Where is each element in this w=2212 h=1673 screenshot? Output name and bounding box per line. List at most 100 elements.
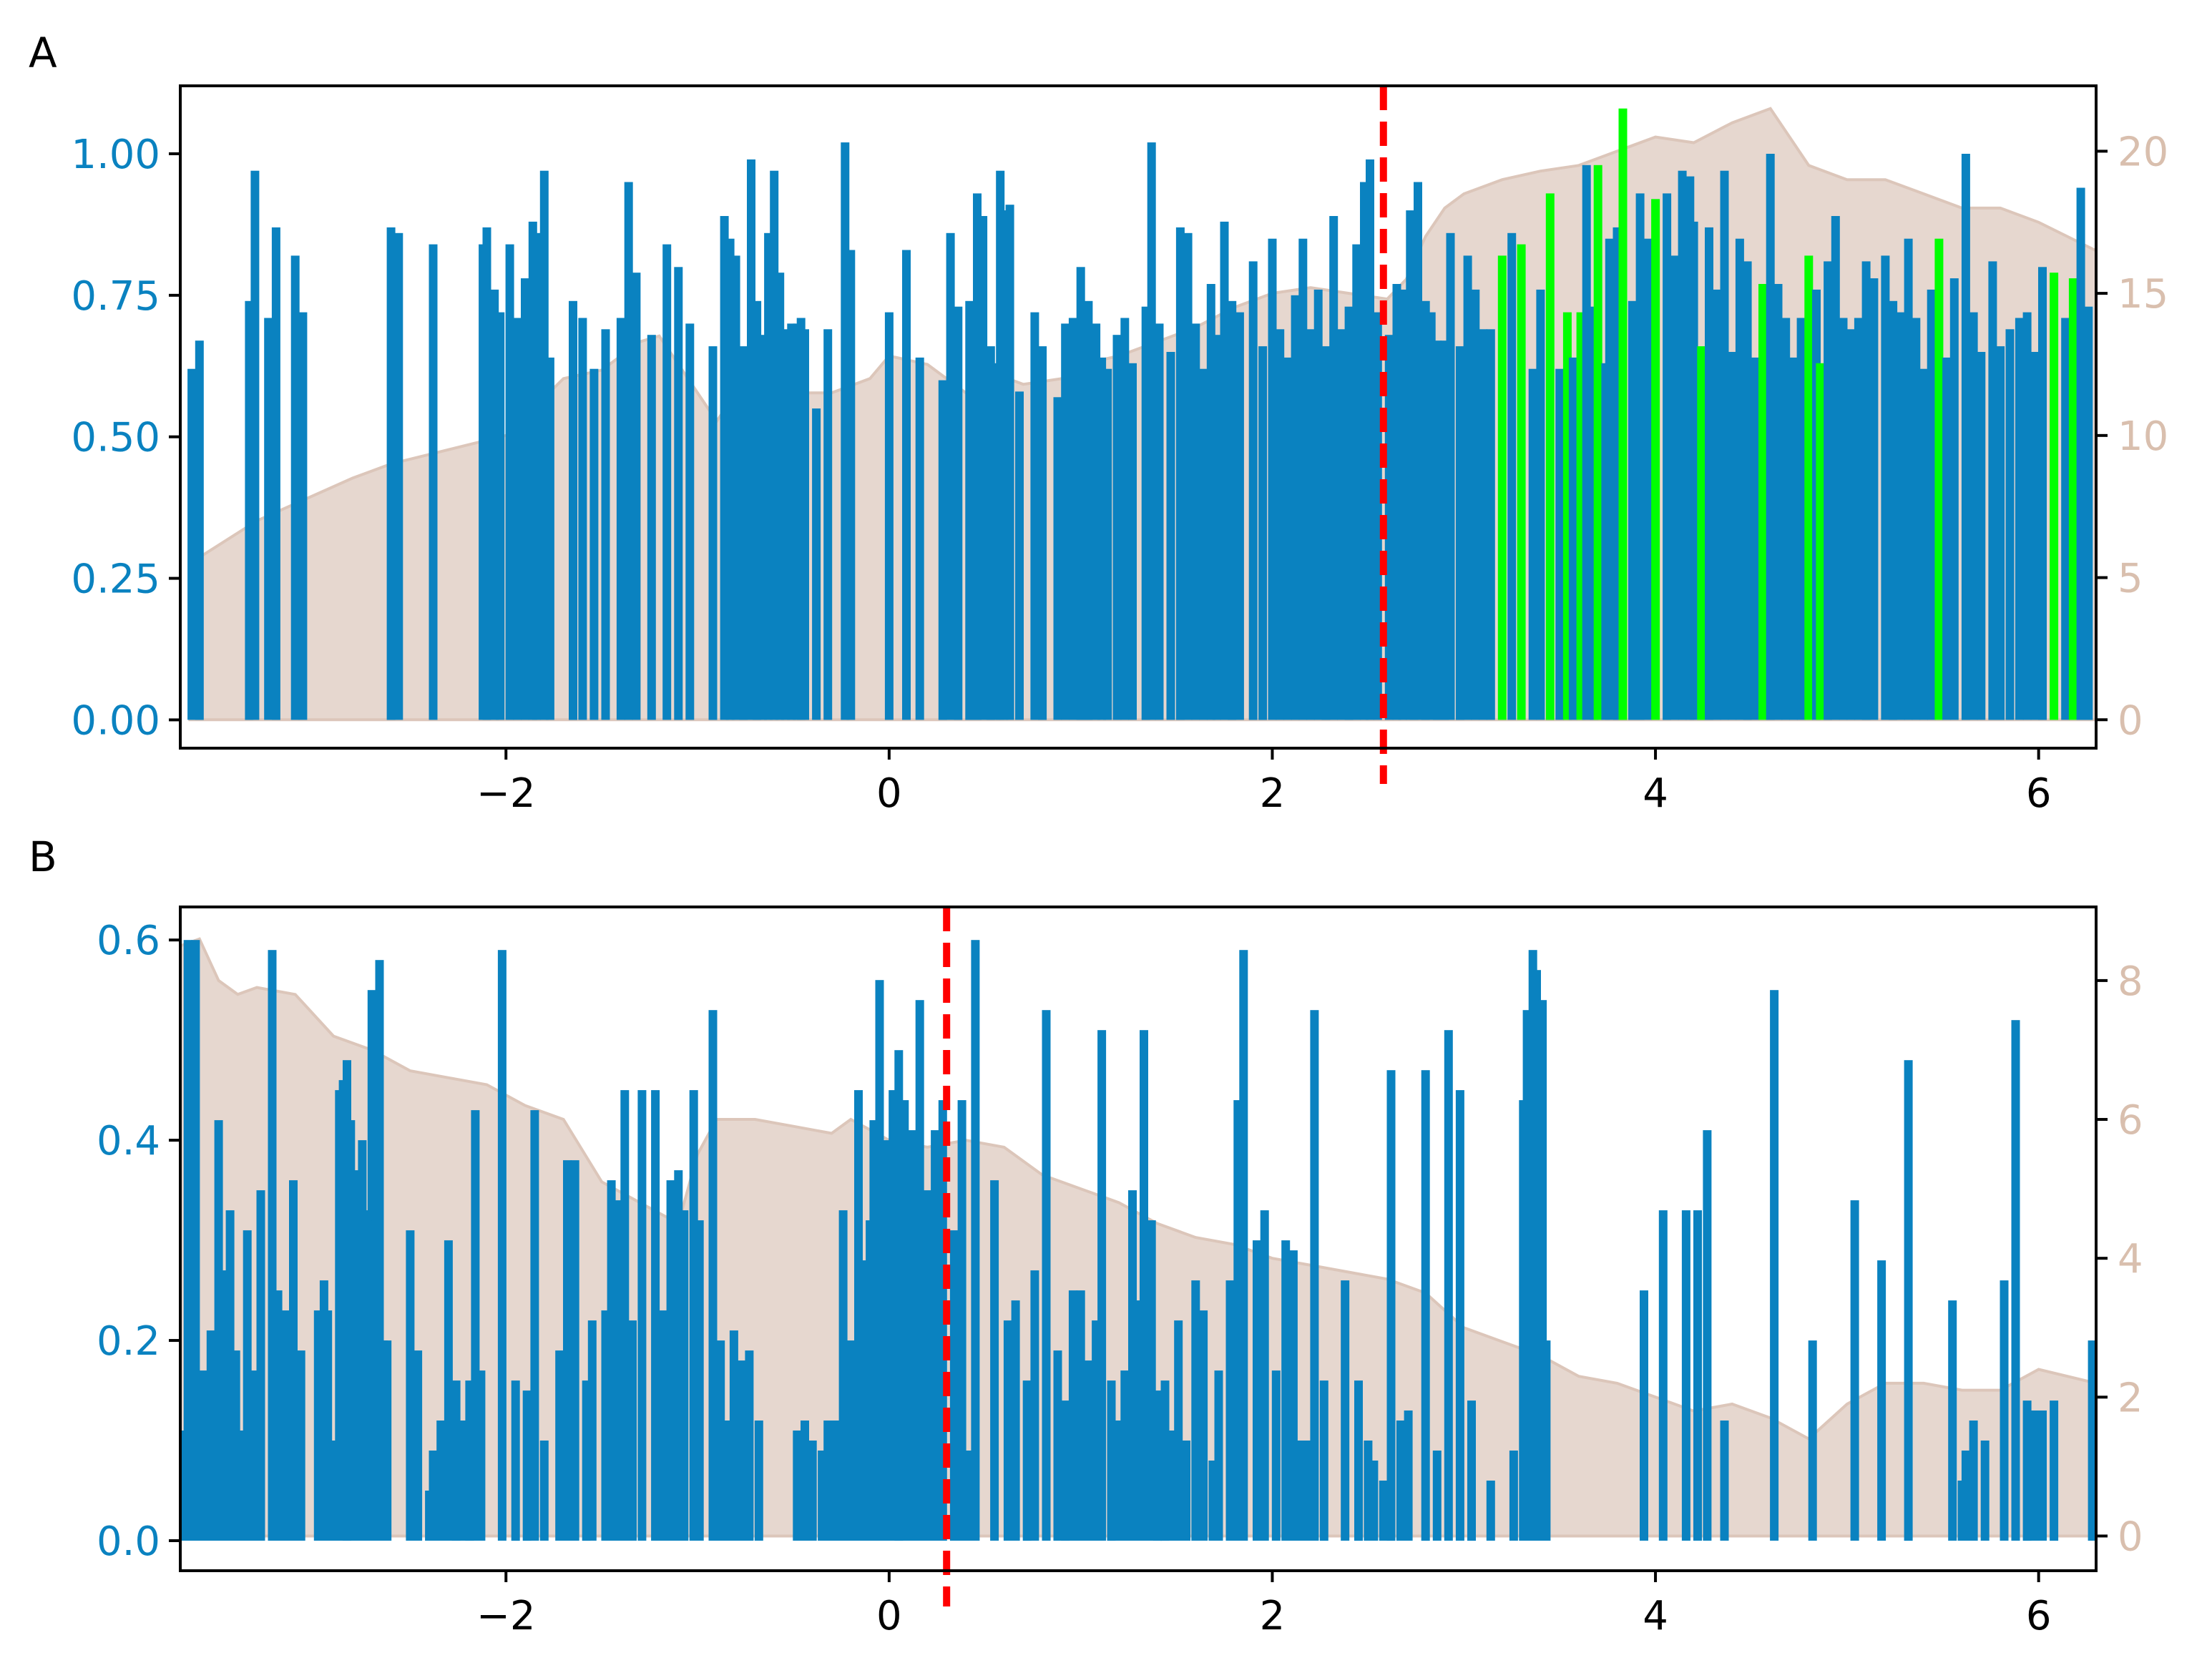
bar (1103, 368, 1112, 720)
bar (505, 244, 514, 720)
bar (1295, 1441, 1303, 1541)
highlighted-bar (1816, 363, 1825, 720)
bar (1366, 159, 1374, 720)
highlighted-bar (1651, 199, 1660, 720)
y-left-tick-label: 0.0 (97, 1519, 160, 1565)
bar (1463, 255, 1472, 720)
x-tick-label: 2 (1260, 770, 1286, 817)
bar (637, 1090, 647, 1541)
bar (1166, 352, 1175, 720)
y-right-tick-label: 5 (2118, 556, 2143, 602)
bar (386, 227, 396, 720)
y-right-tick-label: 4 (2118, 1236, 2143, 1282)
plot-area (187, 107, 2096, 722)
bar (1398, 289, 1407, 720)
bar (1796, 318, 1806, 720)
bar (612, 1200, 622, 1541)
bar (1628, 300, 1637, 720)
bar (737, 1360, 746, 1541)
bar (1239, 950, 1248, 1541)
x-tick-label: 2 (1260, 1593, 1286, 1639)
bar (429, 244, 438, 720)
bar (1053, 1350, 1062, 1541)
bar (1421, 1070, 1430, 1541)
bar (1003, 1320, 1012, 1541)
bar (1444, 1030, 1453, 1541)
bar (2061, 318, 2070, 720)
bar (739, 346, 748, 720)
bar (1153, 1390, 1162, 1541)
bar (496, 312, 505, 720)
bar (923, 1190, 932, 1541)
bar (954, 306, 963, 720)
bar (191, 940, 200, 1541)
bar (1379, 1481, 1388, 1541)
bar (801, 329, 809, 720)
highlighted-bar (2068, 278, 2078, 720)
highlighted-bar (1517, 244, 1526, 720)
bar (1846, 329, 1856, 720)
bar (1640, 1290, 1648, 1541)
bar (413, 1350, 423, 1541)
bar (273, 1290, 283, 1541)
bar (1199, 1310, 1208, 1541)
bar (1310, 1010, 1319, 1541)
bar (902, 250, 911, 720)
bar (881, 1140, 890, 1541)
bar (1030, 312, 1039, 720)
bar (1455, 346, 1464, 720)
bar (971, 940, 980, 1541)
bar (444, 1240, 453, 1541)
bar (1253, 1240, 1261, 1541)
bar (1678, 170, 1687, 720)
bar (1042, 1010, 1051, 1541)
bar (915, 1000, 924, 1541)
highlighted-bar (1545, 193, 1555, 720)
bar (1319, 1380, 1328, 1541)
bar (838, 1210, 848, 1541)
bar (1670, 255, 1679, 720)
bar (569, 300, 577, 720)
bar (957, 1100, 966, 1541)
bar (1467, 1400, 1476, 1541)
bar (1235, 312, 1244, 720)
bar (812, 408, 821, 720)
bar (1076, 1290, 1085, 1541)
bar (1904, 1060, 1913, 1541)
bar (628, 1320, 637, 1541)
bar (2005, 329, 2015, 720)
bar (539, 1441, 549, 1541)
bar (731, 255, 740, 720)
bar (2011, 1020, 2020, 1541)
bar (296, 1350, 305, 1541)
bar (1446, 232, 1455, 720)
bar (1341, 1280, 1350, 1541)
bar (884, 312, 894, 720)
bar (476, 1370, 486, 1541)
bar (1260, 1210, 1269, 1541)
y-right-tick-label: 10 (2118, 413, 2168, 460)
bar (2015, 318, 2024, 720)
bar (624, 182, 633, 720)
bar (1980, 1441, 1990, 1541)
bar (1839, 318, 1848, 720)
bar (1199, 368, 1208, 720)
highlighted-bar (1934, 238, 1944, 720)
bar (451, 1380, 461, 1541)
bar (823, 329, 833, 720)
bar (532, 232, 542, 720)
bar (1904, 238, 1913, 720)
bar (1191, 323, 1200, 720)
y-right-tick-label: 20 (2118, 129, 2168, 175)
y-right-tick-label: 2 (2118, 1375, 2143, 1421)
bar (1302, 1441, 1311, 1541)
bar (545, 357, 554, 720)
bar (1693, 1210, 1702, 1541)
bar (1352, 244, 1361, 720)
y-right-tick-label: 8 (2118, 958, 2143, 1005)
bar (1689, 221, 1698, 720)
highlighted-bar (1593, 165, 1602, 720)
y-left-tick-label: 0.25 (71, 556, 160, 603)
y-left-tick-label: 0.2 (97, 1318, 160, 1365)
bar (1336, 329, 1346, 720)
